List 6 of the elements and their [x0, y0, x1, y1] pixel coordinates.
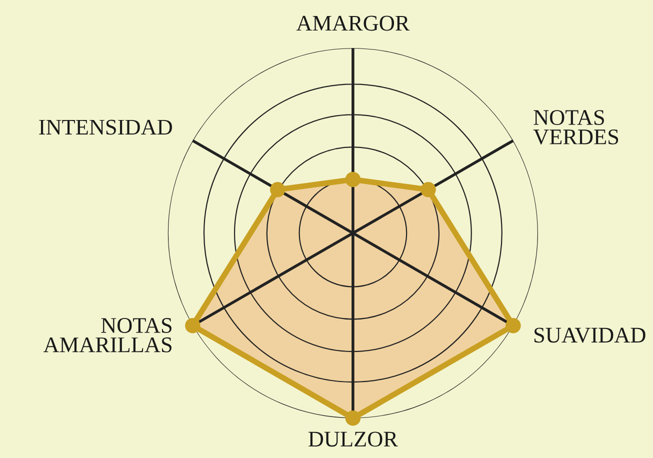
spoke-label: INTENSIDAD [39, 120, 172, 135]
spoke-label: SUAVIDAD [534, 328, 646, 343]
spoke-label: DULZOR [308, 432, 398, 447]
spoke-label: NOTAS AMARILLAS [43, 318, 172, 352]
spoke-label: NOTAS VERDES [533, 110, 618, 145]
spoke-label: AMARGOR [296, 16, 410, 31]
